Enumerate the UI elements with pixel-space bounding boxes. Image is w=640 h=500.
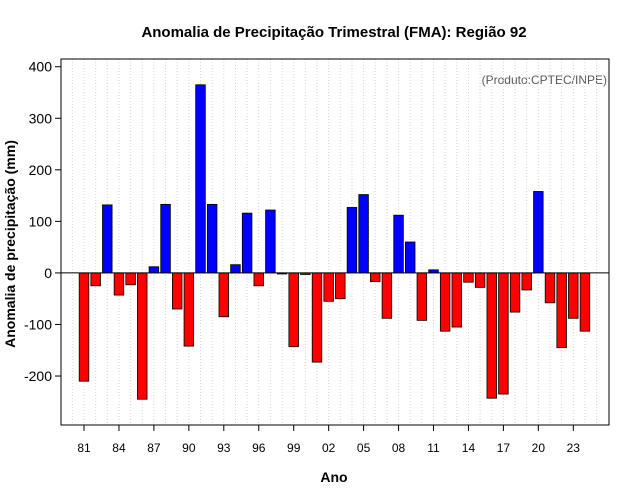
bars <box>78 84 591 400</box>
bar-1991 <box>195 84 206 274</box>
x-tick-label: 87 <box>147 441 161 455</box>
bar-2001 <box>311 272 323 363</box>
bar-2016 <box>486 272 497 399</box>
x-tick-label: 17 <box>497 441 511 455</box>
bar-2019 <box>521 272 532 291</box>
bar-2003 <box>335 272 346 300</box>
bar-1982 <box>90 272 101 287</box>
bar-2004 <box>346 207 358 274</box>
bar-2002 <box>323 272 334 302</box>
bar-2008 <box>393 214 404 274</box>
bar-2021 <box>544 272 556 304</box>
bar-2018 <box>509 272 521 313</box>
y-tick-label: 100 <box>29 213 53 229</box>
bar-1981 <box>78 272 90 382</box>
bar-2009 <box>404 241 416 274</box>
bar-1993 <box>218 272 230 318</box>
bar-1996 <box>253 272 264 287</box>
bar-2006 <box>370 272 381 283</box>
bar-1990 <box>183 272 195 347</box>
bar-1999 <box>288 272 299 348</box>
y-axis-label: Anomalia de precipitação (mm) <box>2 140 18 348</box>
y-tick-label: 400 <box>29 59 53 75</box>
y-tick-label: -200 <box>24 368 52 384</box>
bar-2022 <box>556 272 567 349</box>
bar-1994 <box>230 264 241 274</box>
y-tick-label: 300 <box>29 110 53 126</box>
bar-1995 <box>241 212 253 274</box>
grid-lines <box>71 59 598 425</box>
bar-2017 <box>498 272 509 395</box>
bar-1987 <box>148 266 160 274</box>
bar-2007 <box>381 272 393 319</box>
x-tick-label: 84 <box>112 441 126 455</box>
x-tick-label: 93 <box>217 441 231 455</box>
bar-2024 <box>579 272 591 332</box>
bar-2013 <box>451 272 463 328</box>
bar-2012 <box>439 272 451 332</box>
axes: -200 -100 0 100 200 300 400 81 84 87 90 93 96 99 02 05 0… <box>24 59 580 455</box>
x-tick-label: 02 <box>322 441 336 455</box>
bar-2020 <box>533 191 544 274</box>
bar-1989 <box>171 272 183 310</box>
bar-2023 <box>568 272 579 319</box>
bar-1986 <box>137 272 148 400</box>
bar-2005 <box>358 194 369 274</box>
x-axis-label: Ano <box>320 469 347 485</box>
source-label: (Produto:CPTEC/INPE) <box>482 73 607 87</box>
bar-1985 <box>125 272 136 286</box>
bar-2015 <box>474 272 486 288</box>
x-tick-label: 23 <box>567 441 581 455</box>
y-tick-label: 200 <box>29 162 53 178</box>
bar-1988 <box>160 203 171 274</box>
bar-2014 <box>463 272 474 283</box>
y-tick-label: -100 <box>24 316 52 332</box>
y-tick-label: 0 <box>44 265 52 281</box>
x-tick-label: 96 <box>252 441 266 455</box>
x-tick-label: 11 <box>427 441 440 455</box>
chart-title: Anomalia de Precipitação Trimestral (FMA… <box>141 24 526 41</box>
x-tick-label: 99 <box>287 441 301 455</box>
x-tick-label: 14 <box>462 441 476 455</box>
bar-1984 <box>113 272 125 296</box>
x-tick-label: 81 <box>77 441 91 455</box>
x-tick-label: 08 <box>392 441 406 455</box>
x-tick-label: 20 <box>532 441 546 455</box>
bar-1983 <box>102 204 113 274</box>
bar-2010 <box>416 272 428 321</box>
x-tick-label: 90 <box>182 441 196 455</box>
bar-1992 <box>206 203 218 274</box>
x-tick-label: 05 <box>357 441 371 455</box>
bar-1997 <box>265 209 276 274</box>
plot-frame <box>60 58 610 426</box>
